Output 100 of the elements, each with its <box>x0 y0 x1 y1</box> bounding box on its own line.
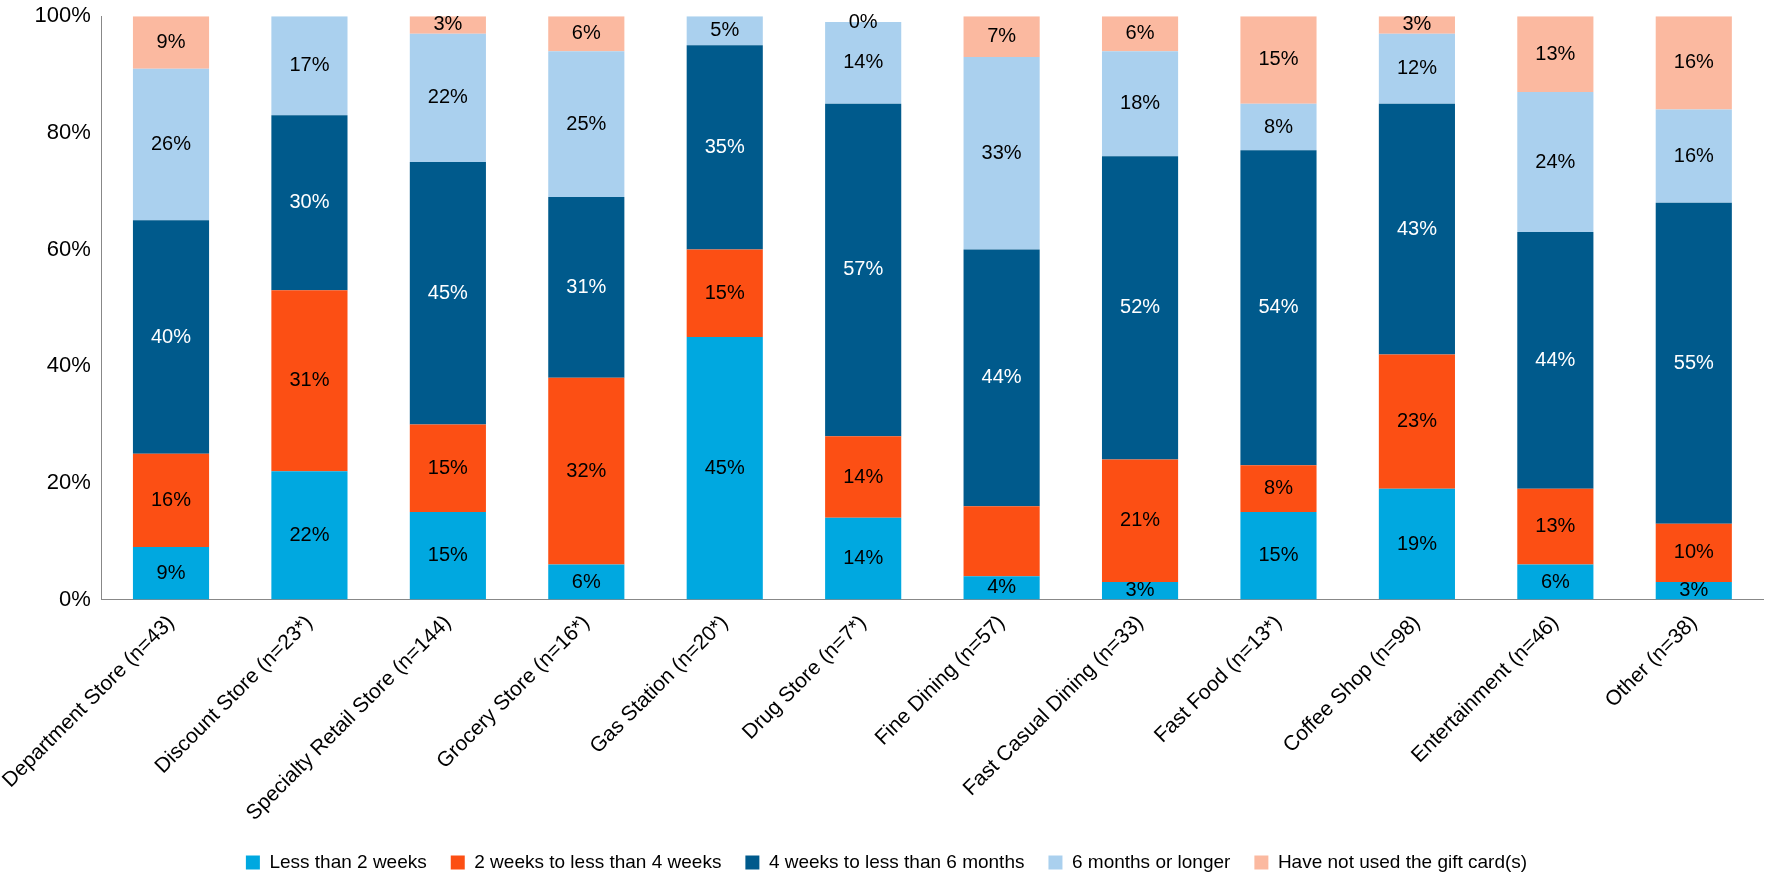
data-label: 3% <box>1679 578 1709 601</box>
data-label: 3% <box>433 12 463 35</box>
data-label: 16% <box>150 487 192 510</box>
data-label: 3% <box>1125 578 1155 601</box>
data-label: 57% <box>843 257 884 280</box>
data-label: 40% <box>150 324 192 347</box>
y-tick-label: 80% <box>46 118 91 144</box>
data-label: 55% <box>1673 350 1715 373</box>
data-label: 45% <box>427 280 469 303</box>
data-label: 6% <box>1125 21 1155 44</box>
bar <box>1240 16 1317 104</box>
bar <box>1655 109 1732 203</box>
bar <box>1240 465 1317 513</box>
data-label: 15% <box>1258 47 1299 70</box>
data-label: 7% <box>987 24 1017 47</box>
data-label: 22% <box>289 522 330 545</box>
bar <box>409 424 486 513</box>
data-label: 0% <box>848 9 878 32</box>
bar <box>1517 488 1594 565</box>
data-label: 31% <box>566 274 607 297</box>
data-label: 24% <box>1535 149 1576 172</box>
bar <box>1655 16 1732 110</box>
data-label: 15% <box>1258 543 1299 566</box>
data-label: 32% <box>566 458 607 481</box>
data-label: 44% <box>981 365 1022 388</box>
bar <box>1101 51 1179 157</box>
legend-label: 6 months or longer <box>1071 850 1232 872</box>
bar <box>1378 103 1455 355</box>
data-label: 6% <box>571 569 601 592</box>
bar <box>1517 92 1594 233</box>
bar <box>825 517 902 600</box>
bar <box>409 33 486 163</box>
data-label: 33% <box>981 140 1022 163</box>
bar <box>1517 232 1594 489</box>
data-label: 54% <box>1258 295 1299 318</box>
legend-label: Less than 2 weeks <box>269 850 427 872</box>
bar <box>963 16 1040 58</box>
bar <box>271 16 348 116</box>
bar <box>409 162 486 425</box>
data-label: 23% <box>1396 409 1438 432</box>
data-label: 4% <box>987 575 1017 598</box>
bar <box>963 57 1040 250</box>
data-label: 8% <box>1264 476 1294 499</box>
legend-label: 2 weeks to less than 4 weeks <box>474 850 722 872</box>
data-label: 15% <box>427 543 469 566</box>
data-label: 16% <box>1673 50 1715 73</box>
bar <box>963 506 1040 577</box>
data-label: 30% <box>289 190 330 213</box>
data-label: 9% <box>156 29 186 52</box>
data-label: 17% <box>289 53 330 76</box>
bar <box>132 220 210 454</box>
data-label: 13% <box>1535 514 1576 537</box>
data-label: 3% <box>1402 12 1432 35</box>
bar <box>1101 459 1179 582</box>
data-label: 14% <box>843 464 884 487</box>
data-label: 6% <box>1540 569 1571 592</box>
data-label: 45% <box>704 455 745 478</box>
bar <box>1240 512 1317 600</box>
bar <box>1378 354 1455 489</box>
data-label: 16% <box>1673 143 1715 166</box>
data-label: 9% <box>156 560 186 583</box>
legend-label: 4 weeks to less than 6 months <box>768 850 1025 872</box>
data-label: 13% <box>1535 41 1576 64</box>
data-label: 21% <box>1120 508 1161 531</box>
data-label: 14% <box>843 50 884 73</box>
data-label: 10% <box>1673 540 1715 563</box>
bar <box>1378 488 1455 600</box>
data-label: 5% <box>710 18 740 41</box>
data-label: 22% <box>427 85 469 108</box>
bar <box>132 547 210 600</box>
bar <box>1240 103 1317 151</box>
bar <box>1378 33 1455 104</box>
data-label: 18% <box>1120 91 1161 114</box>
bar <box>409 512 486 600</box>
data-label: 15% <box>704 280 745 303</box>
data-label: 31% <box>289 368 330 391</box>
data-label: 19% <box>1396 531 1438 554</box>
bar <box>132 16 210 69</box>
y-tick-label: 100% <box>34 2 91 28</box>
data-label: 25% <box>566 111 607 134</box>
data-label: 15% <box>427 455 469 478</box>
data-label: 44% <box>1535 347 1576 370</box>
bar <box>548 377 625 565</box>
data-label: 43% <box>1396 216 1438 239</box>
legend-label: Have not used the gift card(s) <box>1277 850 1528 872</box>
y-tick-label: 20% <box>46 468 91 494</box>
data-label: 26% <box>150 132 192 155</box>
bar <box>271 115 348 291</box>
bar <box>271 290 348 472</box>
bar <box>1517 16 1594 93</box>
y-tick-label: 60% <box>46 235 91 261</box>
data-label: 8% <box>1264 114 1294 137</box>
bar <box>686 337 763 600</box>
bar <box>825 436 902 518</box>
bar <box>548 51 625 198</box>
data-label: 12% <box>1396 56 1438 79</box>
data-label: 14% <box>843 546 884 569</box>
y-tick-label: 0% <box>58 585 91 611</box>
bar <box>825 103 902 437</box>
bar <box>686 249 763 338</box>
